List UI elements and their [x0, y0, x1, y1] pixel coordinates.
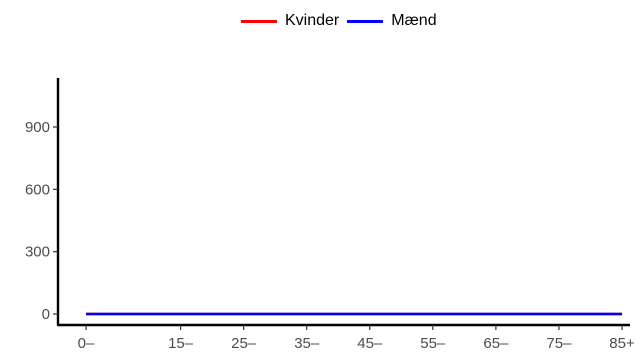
legend-key-maend — [347, 19, 384, 23]
y-tick-label: 300 — [25, 244, 50, 261]
y-tick-label: 0 — [42, 306, 50, 323]
x-tick-label: 65– — [483, 335, 509, 352]
x-tick-label: 75– — [546, 335, 572, 352]
x-tick-label: 45– — [357, 335, 383, 352]
x-tick-label: 85+ — [609, 335, 635, 352]
legend: Kvinder Mænd — [241, 10, 445, 32]
x-tick-label: 55– — [420, 335, 446, 352]
legend-label-kvinder: Kvinder — [285, 12, 340, 29]
x-tick-label: 15– — [168, 335, 194, 352]
x-tick-label: 35– — [294, 335, 320, 352]
x-tick-label: 0– — [78, 335, 95, 352]
legend-label-maend: Mænd — [391, 12, 437, 29]
y-tick-label: 900 — [25, 119, 50, 136]
legend-key-kvinder — [241, 19, 277, 23]
x-axis: 0– 15– 25– 35– 45– 55– 65– 75– 85+ — [57, 323, 635, 352]
x-tick-label: 25– — [231, 335, 257, 352]
y-axis: 0 300 600 900 — [25, 78, 60, 325]
legend-item-kvinder: Kvinder — [241, 12, 339, 30]
legend-item-maend: Mænd — [347, 12, 437, 30]
y-tick-label: 600 — [25, 181, 50, 198]
